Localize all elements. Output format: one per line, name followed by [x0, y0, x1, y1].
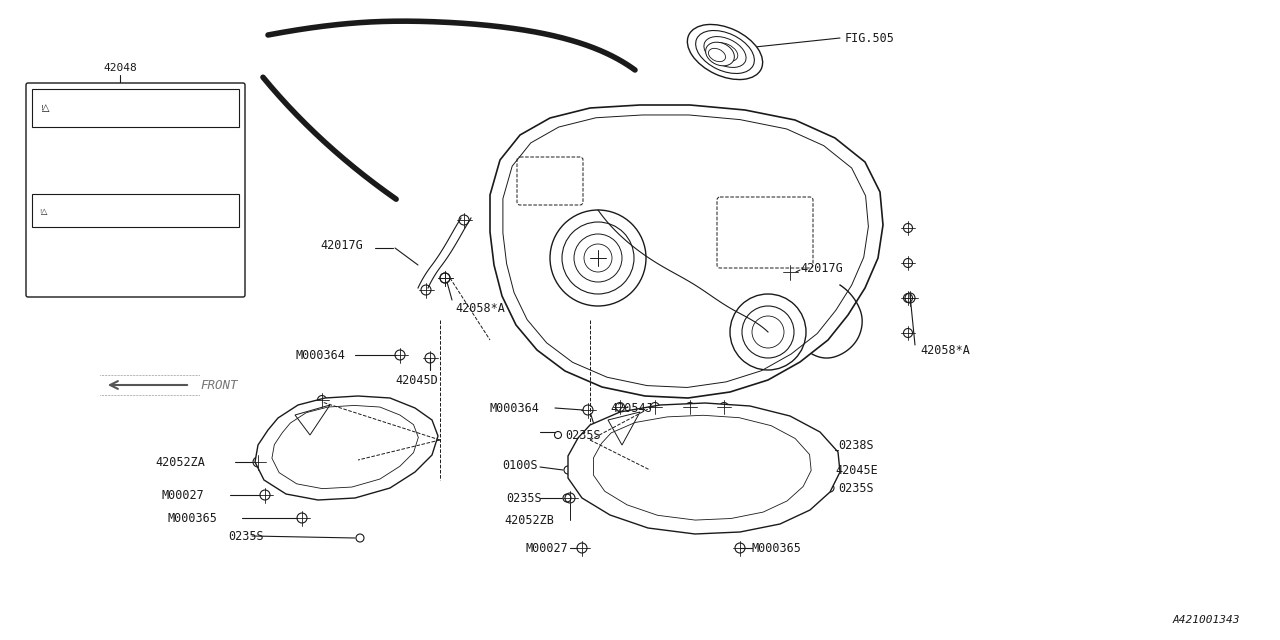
Text: 0235S: 0235S: [228, 529, 264, 543]
Text: AVERTISSEMENT: AVERTISSEMENT: [83, 206, 164, 216]
Text: 42058*A: 42058*A: [920, 344, 970, 356]
Polygon shape: [568, 403, 840, 534]
Text: 42052ZB: 42052ZB: [504, 513, 554, 527]
FancyBboxPatch shape: [32, 194, 239, 227]
Text: M000364: M000364: [294, 349, 344, 362]
Text: 0238S: 0238S: [838, 438, 874, 451]
Text: M000365: M000365: [753, 541, 801, 554]
Text: 0235S: 0235S: [838, 481, 874, 495]
FancyBboxPatch shape: [26, 83, 244, 297]
Text: M00027: M00027: [525, 541, 568, 554]
Text: M000364: M000364: [490, 401, 540, 415]
Text: 42017G: 42017G: [320, 239, 362, 252]
Ellipse shape: [687, 24, 763, 79]
Ellipse shape: [719, 47, 731, 56]
Ellipse shape: [712, 43, 737, 61]
Polygon shape: [490, 105, 883, 398]
Ellipse shape: [695, 31, 754, 74]
FancyBboxPatch shape: [32, 89, 239, 127]
Ellipse shape: [705, 42, 735, 66]
Text: 42054J: 42054J: [611, 401, 653, 415]
Text: FRONT: FRONT: [200, 378, 238, 392]
Text: WARNING: WARNING: [88, 102, 138, 115]
Text: 42017G: 42017G: [800, 262, 842, 275]
Text: FIG.505: FIG.505: [845, 31, 895, 45]
Text: 42058*A: 42058*A: [454, 301, 504, 314]
Text: !: !: [38, 209, 41, 214]
Text: 0235S: 0235S: [506, 492, 541, 504]
Text: 0235S: 0235S: [564, 429, 600, 442]
Text: △: △: [42, 103, 50, 113]
Text: M00027: M00027: [163, 488, 205, 502]
Text: !: !: [41, 105, 44, 111]
Text: 0100S: 0100S: [502, 458, 538, 472]
Text: 42052ZA: 42052ZA: [155, 456, 205, 468]
Text: △: △: [41, 207, 47, 216]
Text: 42048: 42048: [104, 63, 137, 73]
Text: M000365: M000365: [168, 511, 218, 525]
Text: 42045D: 42045D: [396, 374, 438, 387]
Text: 42045E: 42045E: [835, 463, 878, 477]
Text: A421001343: A421001343: [1172, 615, 1240, 625]
Ellipse shape: [708, 49, 726, 61]
Ellipse shape: [704, 36, 746, 67]
Polygon shape: [255, 396, 438, 500]
